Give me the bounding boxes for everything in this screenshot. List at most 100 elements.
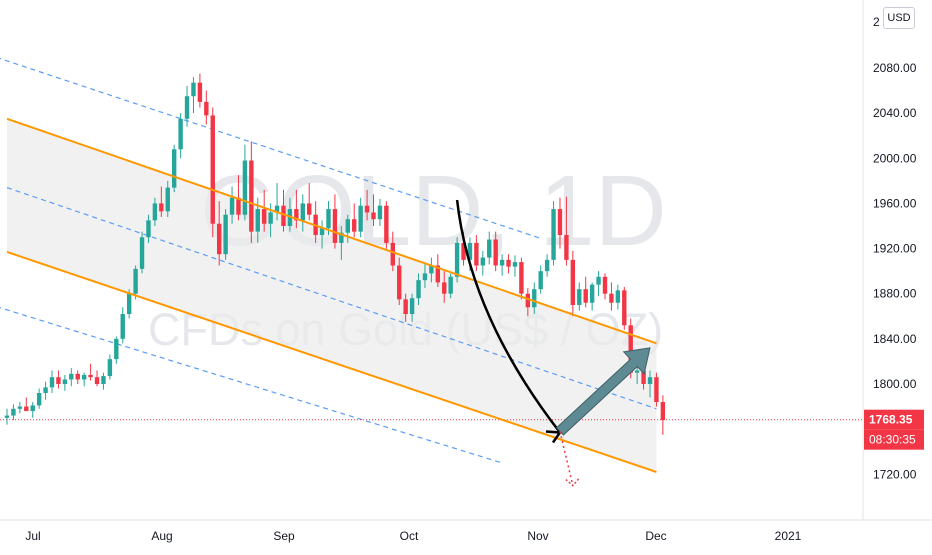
candle [216, 201, 222, 266]
candle-body [223, 214, 228, 255]
candle-body [422, 273, 428, 281]
candle [525, 288, 531, 317]
candle [75, 370, 80, 384]
candle-body [101, 376, 106, 384]
candle [442, 271, 447, 303]
candle-body [435, 265, 441, 283]
candle [487, 231, 492, 265]
candle [474, 235, 479, 272]
candle [570, 250, 576, 317]
candle-body [364, 205, 370, 213]
price-tick-label: 2000.00 [873, 151, 917, 165]
candle-body [204, 101, 209, 116]
candle-body [43, 387, 48, 394]
candle-body [596, 276, 601, 285]
candle-body [197, 82, 203, 102]
candle [146, 214, 151, 243]
candle-body [326, 209, 331, 229]
candle [94, 370, 100, 387]
candle [660, 395, 666, 435]
candle-body [120, 314, 125, 339]
time-tick-label: 2021 [775, 529, 802, 543]
candle-body [294, 209, 299, 221]
candle [274, 183, 280, 221]
time-tick-label: Nov [527, 529, 548, 543]
candle [409, 293, 415, 322]
candle [281, 189, 286, 232]
time-tick-label: Oct [400, 529, 419, 543]
candle [133, 265, 138, 300]
candle [480, 250, 486, 276]
price-tick-label: 1720.00 [873, 467, 917, 481]
candle-body [30, 405, 35, 412]
candle [139, 231, 145, 274]
candle [17, 402, 23, 414]
candle [499, 254, 505, 276]
time-tick-label: Sep [273, 529, 295, 543]
candle [171, 144, 177, 193]
candle [81, 372, 87, 387]
candle [544, 254, 550, 277]
candle-body [126, 293, 132, 315]
candle [371, 194, 376, 226]
curve-arrow [455, 199, 561, 434]
candle [416, 273, 421, 305]
countdown-badge: 08:30:35 [864, 429, 924, 450]
candle [532, 282, 537, 315]
candle-body [152, 203, 158, 221]
candle-body [480, 257, 486, 266]
candle-body [409, 298, 415, 315]
candle-body [94, 377, 100, 384]
candle-body [114, 338, 119, 360]
candle-body [62, 379, 68, 384]
candle-body [191, 82, 196, 97]
candle-body [300, 203, 305, 221]
candle-body [17, 406, 23, 409]
candle-body [538, 271, 543, 290]
candle-body [557, 209, 563, 236]
candle [448, 273, 453, 299]
candle [577, 282, 582, 311]
candle-body [506, 259, 511, 267]
candle-body [262, 209, 267, 224]
candle-body [416, 280, 421, 299]
candle [56, 370, 61, 389]
candle [159, 186, 164, 217]
candle-body [133, 268, 138, 294]
time-tick-label: Aug [151, 529, 172, 543]
candle-body [139, 237, 145, 269]
candle-body [487, 239, 492, 258]
candle [435, 254, 441, 287]
candle [229, 186, 235, 224]
chart-layers: 2080.00 2040.00 2000.00 1960.00 1920.00 1880.… [0, 57, 924, 543]
candle-body [429, 265, 434, 274]
candle-body [647, 377, 653, 384]
candle [191, 77, 196, 114]
candle [62, 374, 68, 391]
candle-body [56, 377, 61, 384]
candle [551, 201, 556, 266]
candle-body [461, 242, 466, 260]
candle-body [442, 282, 447, 294]
candle [11, 404, 16, 421]
candle-body [88, 374, 93, 378]
candle [609, 282, 614, 311]
candle [332, 194, 338, 249]
upper-dashed-line [0, 57, 541, 239]
last-price-badge: 1768.35 [864, 409, 924, 430]
candle [602, 273, 608, 300]
currency-button[interactable]: USD [883, 7, 915, 29]
projection-arrow [555, 347, 651, 436]
candle [519, 257, 524, 300]
candle-body [397, 265, 402, 300]
candle-body [178, 118, 183, 150]
dotted-projection-line [559, 431, 574, 486]
candle-body [532, 289, 537, 308]
time-tick-label: Jul [25, 529, 40, 543]
candle [654, 372, 659, 407]
mid-dashed-line [6, 187, 657, 410]
candle-body [512, 262, 518, 267]
candle [210, 107, 215, 238]
